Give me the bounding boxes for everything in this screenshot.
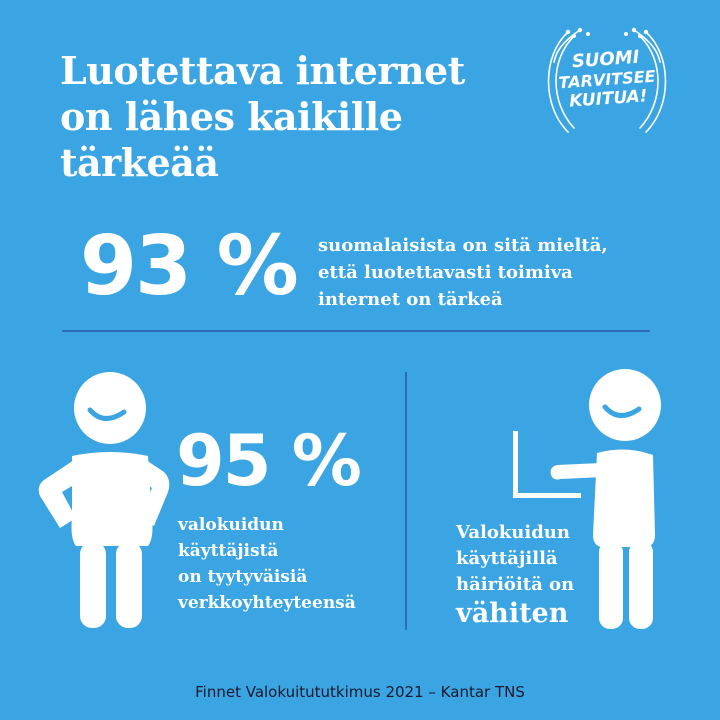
stat-95-line-4: verkkoyhteyteensä xyxy=(178,593,356,613)
stat-93-value: 93 % xyxy=(80,219,299,314)
right-stat-line-1: Valokuidun xyxy=(456,522,570,543)
stat-93-line-2: että luotettavasti toimiva xyxy=(318,262,573,283)
stat-95-description: valokuidun käyttäjistä on tyytyväisiä ve… xyxy=(178,512,356,616)
headline-line-2: on lähes kaikille xyxy=(60,94,403,139)
stat-95-line-3: on tyytyväisiä xyxy=(178,567,308,587)
stat-95-line-2: käyttäjistä xyxy=(178,541,279,561)
stat-93-description: suomalaisista on sitä mieltä, että luote… xyxy=(318,232,608,313)
stat-93-line-1: suomalaisista on sitä mieltä, xyxy=(318,235,608,256)
right-stat-line-3: häiriöitä on xyxy=(456,574,575,595)
person-hands-on-hips-icon xyxy=(38,372,170,628)
headline-line-3: tärkeää xyxy=(60,140,219,185)
vertical-divider xyxy=(405,372,407,630)
right-stat-description: Valokuidun käyttäjillä häiriöitä on vähi… xyxy=(456,520,574,630)
headline: Luotettava internet on lähes kaikille tä… xyxy=(60,48,465,186)
headline-line-1: Luotettava internet xyxy=(60,48,465,93)
stat-95-line-1: valokuidun xyxy=(178,515,284,535)
fiber-logo-icon: SUOMI TARVITSEE KUITUA! xyxy=(538,22,676,140)
stat-95-value: 95 % xyxy=(176,420,362,502)
person-at-laptop-icon xyxy=(513,369,661,629)
horizontal-divider xyxy=(62,330,650,332)
right-stat-line-2: käyttäjillä xyxy=(456,548,558,569)
right-stat-emphasis: vähiten xyxy=(456,598,569,629)
stat-93-line-3: internet on tärkeä xyxy=(318,289,503,310)
source-footer: Finnet Valokuitututkimus 2021 – Kantar T… xyxy=(195,683,525,701)
